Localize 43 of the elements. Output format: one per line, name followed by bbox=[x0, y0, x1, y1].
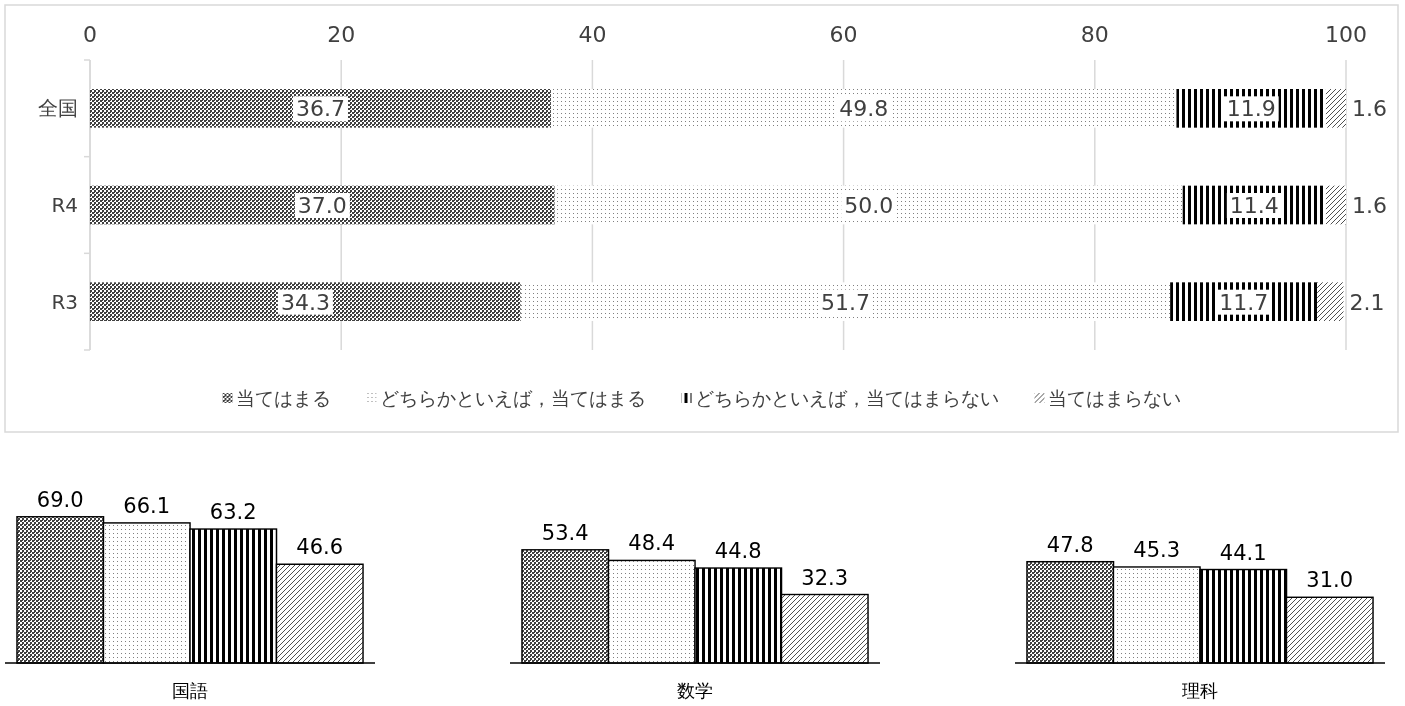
x-axis-title: 数学 bbox=[677, 680, 713, 701]
legend-label: 当てはまらない bbox=[1047, 387, 1181, 409]
data-label: 1.6 bbox=[1352, 96, 1387, 122]
data-label: 11.9 bbox=[1226, 96, 1276, 122]
data-label: 63.2 bbox=[209, 500, 257, 525]
data-label: 53.4 bbox=[541, 520, 589, 545]
x-axis-title: 国語 bbox=[172, 680, 208, 701]
data-label: 50.0 bbox=[844, 193, 894, 218]
data-label: 31.0 bbox=[1306, 568, 1354, 593]
data-label: 49.8 bbox=[839, 96, 889, 122]
data-label: 51.7 bbox=[820, 289, 870, 315]
x-tick-label: 0 bbox=[83, 22, 97, 47]
legend-label: 当てはまる bbox=[235, 387, 331, 409]
legend-label: どちらかといえば，当てはまる bbox=[379, 387, 646, 409]
data-label: 37.0 bbox=[297, 193, 347, 218]
data-label: 45.3 bbox=[1133, 538, 1181, 563]
data-label: 47.8 bbox=[1046, 532, 1094, 557]
bar bbox=[1317, 282, 1344, 321]
bar bbox=[1325, 185, 1346, 225]
data-label: 32.3 bbox=[801, 565, 849, 590]
x-tick-label: 80 bbox=[1080, 22, 1109, 47]
data-label: 11.7 bbox=[1219, 289, 1269, 315]
data-label: 66.1 bbox=[123, 493, 171, 518]
data-label: 2.1 bbox=[1349, 289, 1385, 315]
data-label: 1.6 bbox=[1352, 193, 1387, 218]
data-label: 34.3 bbox=[280, 289, 330, 315]
x-axis-title: 理科 bbox=[1182, 680, 1218, 701]
data-label: 46.6 bbox=[296, 535, 344, 560]
x-tick-label: 100 bbox=[1325, 22, 1367, 47]
bar bbox=[1325, 89, 1346, 128]
legend-label: どちらかといえば，当てはまらない bbox=[694, 387, 999, 409]
data-label: 44.1 bbox=[1219, 540, 1267, 565]
x-tick-label: 40 bbox=[578, 22, 607, 47]
y-tick-label: 全国 bbox=[38, 96, 78, 121]
x-tick-label: 60 bbox=[829, 22, 858, 47]
x-tick-label: 20 bbox=[327, 22, 356, 47]
data-label: 11.4 bbox=[1229, 193, 1279, 218]
data-label: 36.7 bbox=[295, 96, 345, 122]
data-label: 44.8 bbox=[714, 539, 762, 564]
y-tick-label: R4 bbox=[51, 193, 78, 217]
data-label: 69.0 bbox=[36, 487, 84, 512]
data-label: 48.4 bbox=[628, 531, 676, 556]
y-tick-label: R3 bbox=[51, 289, 78, 314]
